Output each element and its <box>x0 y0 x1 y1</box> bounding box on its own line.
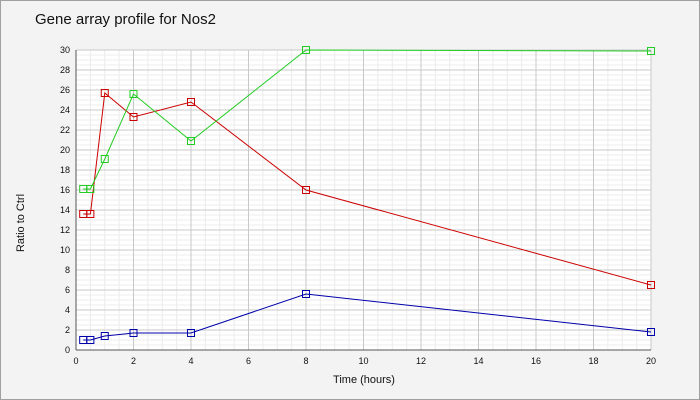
series-2-point <box>647 47 655 55</box>
series-line-1 <box>83 92 652 286</box>
x-tick-label: 0 <box>73 356 78 366</box>
series-3-point <box>647 328 655 336</box>
series-2-point <box>100 155 109 163</box>
series-3-point <box>302 290 310 298</box>
series-2-point <box>129 90 138 98</box>
y-tick-label: 0 <box>65 345 70 355</box>
x-tick-label: 6 <box>246 356 251 366</box>
y-tick-label: 30 <box>60 45 70 55</box>
y-tick-label: 20 <box>60 145 70 155</box>
series-3-point <box>100 332 109 340</box>
y-tick-label: 12 <box>60 225 70 235</box>
series-1-point <box>100 89 109 97</box>
y-tick-label: 4 <box>65 305 70 315</box>
x-tick-label: 18 <box>588 356 598 366</box>
x-tick-label: 20 <box>646 356 656 366</box>
series-1-point <box>647 281 655 289</box>
y-tick-label: 14 <box>60 205 70 215</box>
series-1-point <box>187 98 195 106</box>
series-3-point <box>129 329 138 337</box>
y-tick-label: 8 <box>65 265 70 275</box>
series-2-point <box>302 46 310 54</box>
x-tick-label: 10 <box>358 356 368 366</box>
series-3-point <box>187 329 195 337</box>
x-tick-label: 4 <box>188 356 193 366</box>
series-1-point <box>129 113 138 121</box>
series-1-point <box>302 186 310 194</box>
y-tick-label: 6 <box>65 285 70 295</box>
x-tick-label: 12 <box>416 356 426 366</box>
x-tick-label: 2 <box>131 356 136 366</box>
y-tick-label: 24 <box>60 105 70 115</box>
x-tick-label: 8 <box>303 356 308 366</box>
y-tick-label: 10 <box>60 245 70 255</box>
x-tick-label: 14 <box>473 356 483 366</box>
y-tick-label: 22 <box>60 125 70 135</box>
series-line-2 <box>83 49 652 190</box>
series-line-3 <box>83 293 652 341</box>
x-tick-label: 16 <box>531 356 541 366</box>
x-axis-label: Time (hours) <box>333 374 395 386</box>
y-tick-label: 18 <box>60 165 70 175</box>
y-tick-label: 2 <box>65 325 70 335</box>
series-2-point <box>187 137 195 145</box>
y-tick-label: 26 <box>60 85 70 95</box>
y-tick-label: 28 <box>60 65 70 75</box>
series-3-point <box>86 336 95 344</box>
series-1-point <box>86 210 95 218</box>
series-2-point <box>86 185 95 193</box>
y-tick-label: 16 <box>60 185 70 195</box>
chart-title: Gene array profile for Nos2 <box>35 11 216 28</box>
